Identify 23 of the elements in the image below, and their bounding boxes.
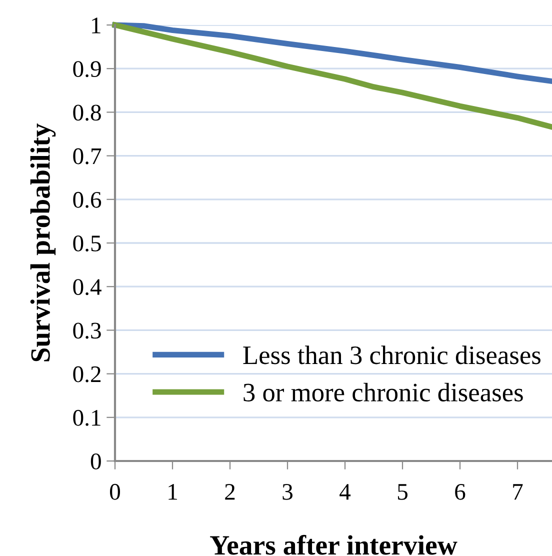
y-tick-label: 0.6 bbox=[73, 192, 102, 208]
x-tick-label: 6 bbox=[455, 484, 466, 500]
y-tick-label: 0.2 bbox=[73, 366, 101, 382]
y-axis-title: Survival probability bbox=[30, 124, 56, 362]
x-axis-title: Years after interview bbox=[210, 534, 458, 555]
y-tick-label: 0.4 bbox=[73, 279, 102, 296]
x-tick-label: 7 bbox=[513, 484, 523, 500]
y-tick-label: 0.7 bbox=[73, 148, 102, 164]
x-tick-label: 3 bbox=[282, 484, 292, 500]
legend-label: 3 or more chronic diseases bbox=[244, 382, 523, 402]
x-tick-label: 0 bbox=[110, 484, 120, 500]
x-tick-label: 5 bbox=[398, 484, 408, 500]
y-tick-label: 1 bbox=[92, 18, 100, 34]
x-tick-label: 4 bbox=[340, 484, 351, 500]
legend-label: Less than 3 chronic diseases bbox=[243, 346, 540, 364]
y-tick-label: 0.8 bbox=[73, 104, 101, 121]
y-tick-label: 0 bbox=[90, 453, 101, 470]
y-tick-label: 0.9 bbox=[73, 61, 101, 78]
y-tick-label: 0.3 bbox=[73, 322, 101, 339]
y-tick-label: 0.5 bbox=[73, 235, 101, 252]
x-tick-label: 1 bbox=[168, 484, 177, 500]
x-tick-label: 2 bbox=[225, 484, 235, 500]
y-tick-label: 0.1 bbox=[73, 410, 100, 426]
